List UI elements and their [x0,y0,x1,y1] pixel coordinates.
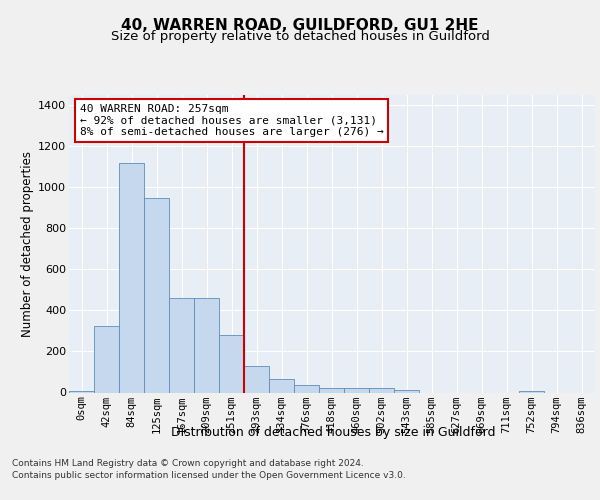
Bar [344,388,369,392]
Bar [194,298,219,392]
Bar [394,390,419,392]
Bar [119,162,144,392]
Bar [94,326,119,392]
Bar [269,379,294,392]
Text: 40, WARREN ROAD, GUILDFORD, GU1 2HE: 40, WARREN ROAD, GUILDFORD, GU1 2HE [121,18,479,32]
Text: 40 WARREN ROAD: 257sqm
← 92% of detached houses are smaller (3,131)
8% of semi-d: 40 WARREN ROAD: 257sqm ← 92% of detached… [79,104,383,137]
Text: Contains HM Land Registry data © Crown copyright and database right 2024.: Contains HM Land Registry data © Crown c… [12,460,364,468]
Y-axis label: Number of detached properties: Number of detached properties [21,151,34,337]
Bar [319,388,344,392]
Bar [219,335,244,392]
Bar [369,388,394,392]
Bar [169,298,194,392]
Text: Size of property relative to detached houses in Guildford: Size of property relative to detached ho… [110,30,490,43]
Bar [294,386,319,392]
Bar [244,366,269,392]
Text: Distribution of detached houses by size in Guildford: Distribution of detached houses by size … [171,426,495,439]
Text: Contains public sector information licensed under the Open Government Licence v3: Contains public sector information licen… [12,472,406,480]
Bar [144,198,169,392]
